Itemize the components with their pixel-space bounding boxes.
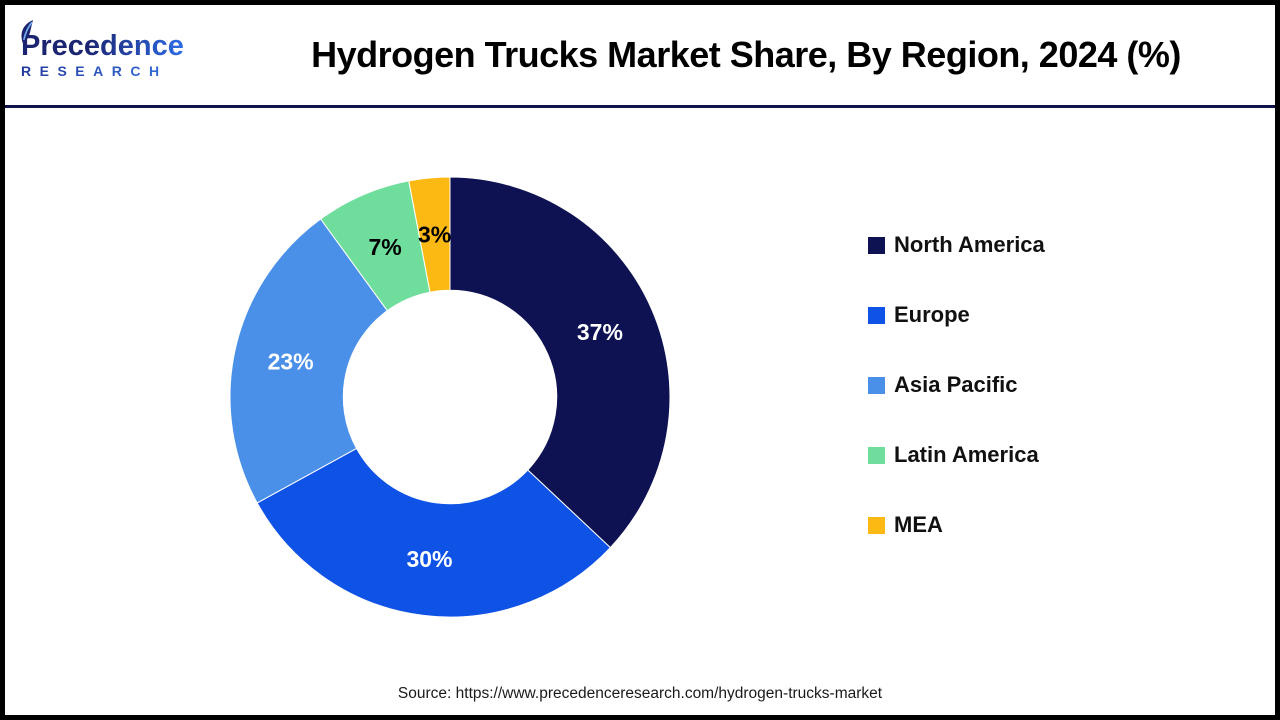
legend-item-north-america: North America xyxy=(868,234,1045,256)
chart-legend: North America Europe Asia Pacific Latin Ame… xyxy=(868,234,1045,536)
legend-swatch-europe xyxy=(868,306,885,324)
brand-name: Precedence xyxy=(21,30,184,62)
legend-item-mea: MEA xyxy=(868,514,1045,536)
donut-label-asia-pacific: 23% xyxy=(268,348,314,374)
leaf-icon xyxy=(21,19,33,44)
donut-label-latin-america: 7% xyxy=(368,234,401,260)
legend-label-mea: MEA xyxy=(894,512,943,537)
legend-swatch-north-america xyxy=(868,236,885,254)
source-text: Source: https://www.precedenceresearch.c… xyxy=(397,685,883,702)
donut-chart: 37% 30% 23% 7% 3% xyxy=(229,176,671,618)
legend-label-europe: Europe xyxy=(894,302,970,327)
legend-item-latin-america: Latin America xyxy=(868,444,1045,466)
brand-subtitle: RESEARCH xyxy=(21,64,235,78)
header-divider xyxy=(5,105,1275,108)
precedence-logo: Precedence RESEARCH xyxy=(5,19,235,78)
donut-label-north-america: 37% xyxy=(577,319,623,345)
donut-label-mea: 3% xyxy=(418,221,451,247)
donut-label-europe: 30% xyxy=(406,546,452,572)
legend-swatch-latin-america xyxy=(868,446,885,464)
donut-segment-europe xyxy=(256,447,612,618)
legend-label-asia-pacific: Asia Pacific xyxy=(894,372,1018,397)
legend-label-north-america: North America xyxy=(894,232,1045,257)
brand-row: Precedence xyxy=(21,19,184,62)
donut-segment-asia-pacific xyxy=(229,218,388,504)
header: Precedence RESEARCH Hydrogen Trucks Mark… xyxy=(5,5,1275,105)
legend-swatch-mea xyxy=(868,516,885,534)
legend-label-latin-america: Latin America xyxy=(894,442,1039,467)
donut-segment-mea xyxy=(408,176,451,293)
legend-item-asia-pacific: Asia Pacific xyxy=(868,374,1045,396)
donut-segment-north-america xyxy=(449,176,671,549)
page-title: Hydrogen Trucks Market Share, By Region,… xyxy=(311,34,1181,75)
legend-item-europe: Europe xyxy=(868,304,1045,326)
legend-swatch-asia-pacific xyxy=(868,376,885,394)
